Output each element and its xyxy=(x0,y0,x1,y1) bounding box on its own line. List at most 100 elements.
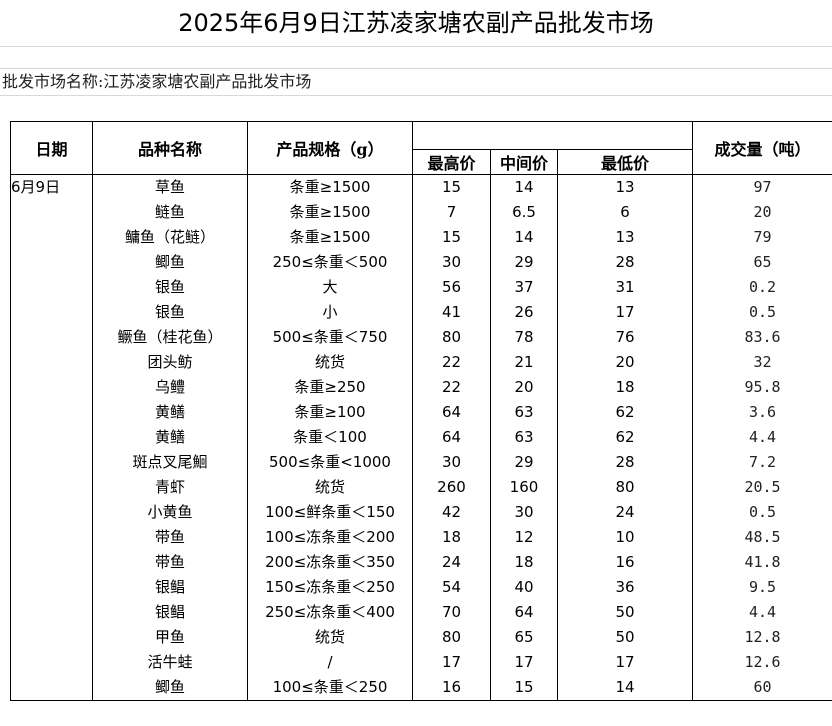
cell-spec: 小 xyxy=(247,300,413,325)
table-row: 黄鳝 条重＜100 64 63 62 4.4 xyxy=(10,425,832,450)
table-row: 甲鱼 统货 80 65 50 12.8 xyxy=(10,625,832,650)
cell-spec: 500≤条重＜750 xyxy=(247,325,413,350)
cell-low-price: 76 xyxy=(556,325,694,350)
cell-high-price: 18 xyxy=(412,525,491,550)
cell-mid-price: 26 xyxy=(490,300,558,325)
header-variety: 品种名称 xyxy=(92,121,248,175)
cell-spec: 500≤条重<1000 xyxy=(247,450,413,475)
page-title: 2025年6月9日江苏凌家塘农副产品批发市场 xyxy=(178,9,654,37)
cell-spec: 条重＜100 xyxy=(247,425,413,450)
cell-variety: 鲢鱼 xyxy=(92,200,248,225)
cell-volume: 9.5 xyxy=(692,575,832,600)
header-mid-price: 中间价 xyxy=(490,149,558,175)
cell-spec: 统货 xyxy=(247,625,413,650)
cell-low-price: 62 xyxy=(556,425,694,450)
cell-variety: 团头鲂 xyxy=(92,350,248,375)
cell-mid-price: 12 xyxy=(490,525,558,550)
cell-high-price: 41 xyxy=(412,300,491,325)
cell-volume: 4.4 xyxy=(692,425,832,450)
table-row: 鲢鱼 条重≥1500 7 6.5 6 20 xyxy=(10,200,832,225)
cell-high-price: 64 xyxy=(412,425,491,450)
cell-high-price: 54 xyxy=(412,575,491,600)
cell-high-price: 80 xyxy=(412,625,491,650)
cell-mid-price: 14 xyxy=(490,174,558,200)
gridline xyxy=(0,46,832,47)
cell-high-price: 22 xyxy=(412,375,491,400)
cell-high-price: 7 xyxy=(412,200,491,225)
cell-high-price: 22 xyxy=(412,350,491,375)
cell-low-price: 80 xyxy=(556,475,694,500)
cell-low-price: 50 xyxy=(556,600,694,625)
cell-volume: 12.8 xyxy=(692,625,832,650)
cell-spec: 条重≥1500 xyxy=(247,174,413,200)
cell-high-price: 30 xyxy=(412,450,491,475)
cell-date xyxy=(10,475,93,500)
cell-low-price: 10 xyxy=(556,525,694,550)
cell-mid-price: 29 xyxy=(490,450,558,475)
table-row: 6月9日 草鱼 条重≥1500 15 14 13 97 xyxy=(10,174,832,200)
cell-variety: 带鱼 xyxy=(92,550,248,575)
cell-volume: 60 xyxy=(692,675,832,701)
cell-variety: 草鱼 xyxy=(92,174,248,200)
cell-mid-price: 17 xyxy=(490,650,558,675)
cell-high-price: 56 xyxy=(412,275,491,300)
cell-volume: 97 xyxy=(692,174,832,200)
cell-low-price: 28 xyxy=(556,250,694,275)
cell-variety: 银鲳 xyxy=(92,600,248,625)
cell-date xyxy=(10,425,93,450)
cell-volume: 4.4 xyxy=(692,600,832,625)
cell-mid-price: 37 xyxy=(490,275,558,300)
cell-low-price: 16 xyxy=(556,550,694,575)
cell-mid-price: 14 xyxy=(490,225,558,250)
cell-volume: 95.8 xyxy=(692,375,832,400)
cell-variety: 银鱼 xyxy=(92,275,248,300)
cell-variety: 鳙鱼（花鲢） xyxy=(92,225,248,250)
cell-low-price: 24 xyxy=(556,500,694,525)
cell-date xyxy=(10,250,93,275)
table-row: 带鱼 200≤冻条重＜350 24 18 16 41.8 xyxy=(10,550,832,575)
cell-date xyxy=(10,525,93,550)
table-body: 6月9日 草鱼 条重≥1500 15 14 13 97 鲢鱼 条重≥1500 7 6.5 6 20 鳙鱼（… xyxy=(10,174,832,701)
price-table: 日期 品种名称 产品规格（g） 成交量（吨） 最高价 中间价 最低价 6月9日草… xyxy=(10,121,832,701)
cell-spec: 100≤鲜条重＜150 xyxy=(247,500,413,525)
table-row: 乌鳢 条重≥250 22 20 18 95.8 xyxy=(10,375,832,400)
table-row: 小黄鱼 100≤鲜条重＜150 42 30 24 0.5 xyxy=(10,500,832,525)
cell-variety: 斑点叉尾鮰 xyxy=(92,450,248,475)
cell-variety: 银鱼 xyxy=(92,300,248,325)
cell-mid-price: 20 xyxy=(490,375,558,400)
header-price-group xyxy=(411,121,694,150)
cell-variety: 银鲳 xyxy=(92,575,248,600)
cell-mid-price: 64 xyxy=(490,600,558,625)
gridline xyxy=(0,95,832,96)
cell-date xyxy=(10,500,93,525)
table-row: 黄鳝 条重≥100 64 63 62 3.6 xyxy=(10,400,832,425)
table-row: 银鱼大 56 37 31 0.2 xyxy=(10,275,832,300)
gridline xyxy=(0,68,832,69)
cell-volume: 12.6 xyxy=(692,650,832,675)
table-row: 鲫鱼 250≤条重＜500 30 29 28 65 xyxy=(10,250,832,275)
cell-low-price: 17 xyxy=(556,300,694,325)
cell-variety: 小黄鱼 xyxy=(92,500,248,525)
cell-mid-price: 29 xyxy=(490,250,558,275)
cell-variety: 乌鳢 xyxy=(92,375,248,400)
cell-spec: 100≤条重＜250 xyxy=(247,675,413,701)
cell-spec: / xyxy=(247,650,413,675)
table-row: 鲫鱼 100≤条重＜250 16 15 14 60 xyxy=(10,675,832,701)
table-row: 银鲳 150≤冻条重＜250 54 40 36 9.5 xyxy=(10,575,832,600)
cell-low-price: 18 xyxy=(556,375,694,400)
cell-high-price: 15 xyxy=(412,225,491,250)
cell-low-price: 62 xyxy=(556,400,694,425)
cell-high-price: 16 xyxy=(412,675,491,701)
cell-low-price: 13 xyxy=(556,174,694,200)
cell-date xyxy=(10,375,93,400)
cell-mid-price: 78 xyxy=(490,325,558,350)
table-row: 活牛蛙/17 17 17 12.6 xyxy=(10,650,832,675)
cell-high-price: 70 xyxy=(412,600,491,625)
cell-spec: 条重≥250 xyxy=(247,375,413,400)
cell-date: 6月9日 xyxy=(10,174,93,200)
cell-mid-price: 30 xyxy=(490,500,558,525)
cell-variety: 青虾 xyxy=(92,475,248,500)
cell-high-price: 15 xyxy=(412,174,491,200)
cell-date xyxy=(10,600,93,625)
cell-spec: 大 xyxy=(247,275,413,300)
